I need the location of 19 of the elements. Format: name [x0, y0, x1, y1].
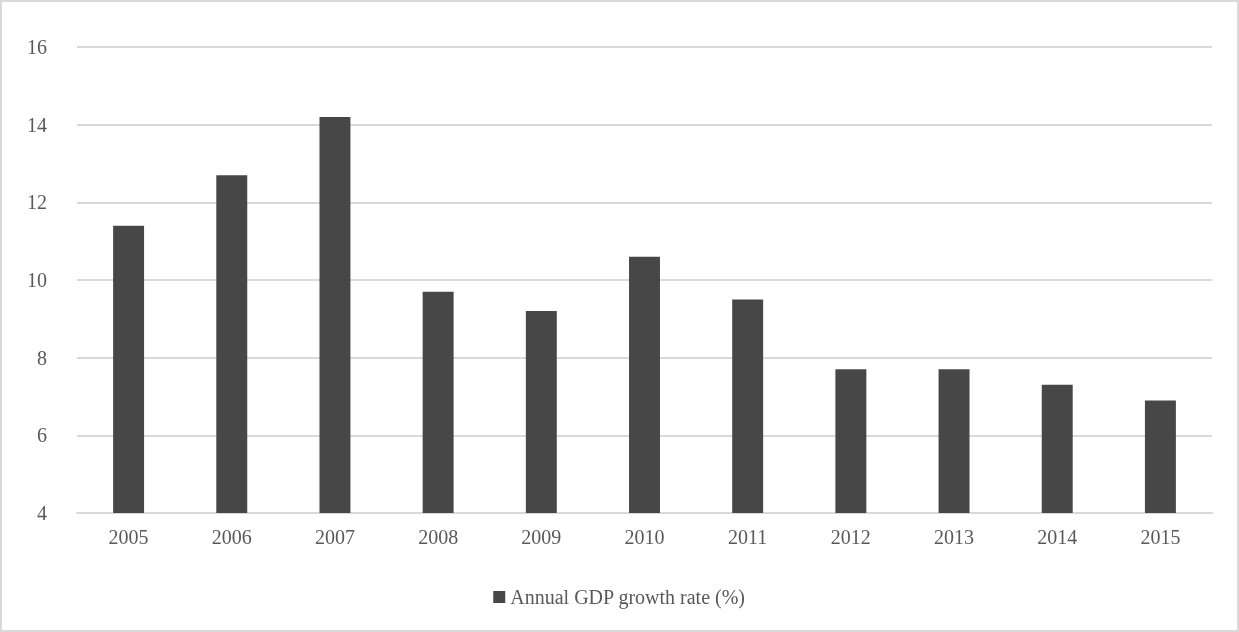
y-tick-label: 12 — [27, 191, 47, 214]
x-tick-label: 2012 — [830, 526, 871, 548]
x-tick-label: 2015 — [1140, 526, 1181, 548]
y-tick-label: 16 — [27, 36, 47, 58]
x-tick-label: 2011 — [728, 526, 768, 548]
x-tick-label: 2010 — [624, 526, 665, 548]
y-tick-label: 14 — [27, 113, 47, 136]
x-tick-label: 2014 — [1037, 526, 1078, 548]
x-tick-label: 2008 — [418, 526, 459, 548]
x-tick-label: 2006 — [211, 526, 252, 548]
legend-label: Annual GDP growth rate (%) — [510, 586, 746, 609]
x-tick-label: 2005 — [108, 526, 149, 548]
y-tick-label: 10 — [27, 269, 47, 291]
x-tick-label: 2007 — [314, 526, 355, 548]
x-tick-label: 2009 — [521, 526, 562, 548]
y-tick-label: 6 — [37, 424, 47, 447]
y-tick-label: 8 — [37, 346, 47, 369]
y-tick-label: 4 — [37, 502, 47, 524]
x-tick-label: 2013 — [934, 526, 975, 548]
